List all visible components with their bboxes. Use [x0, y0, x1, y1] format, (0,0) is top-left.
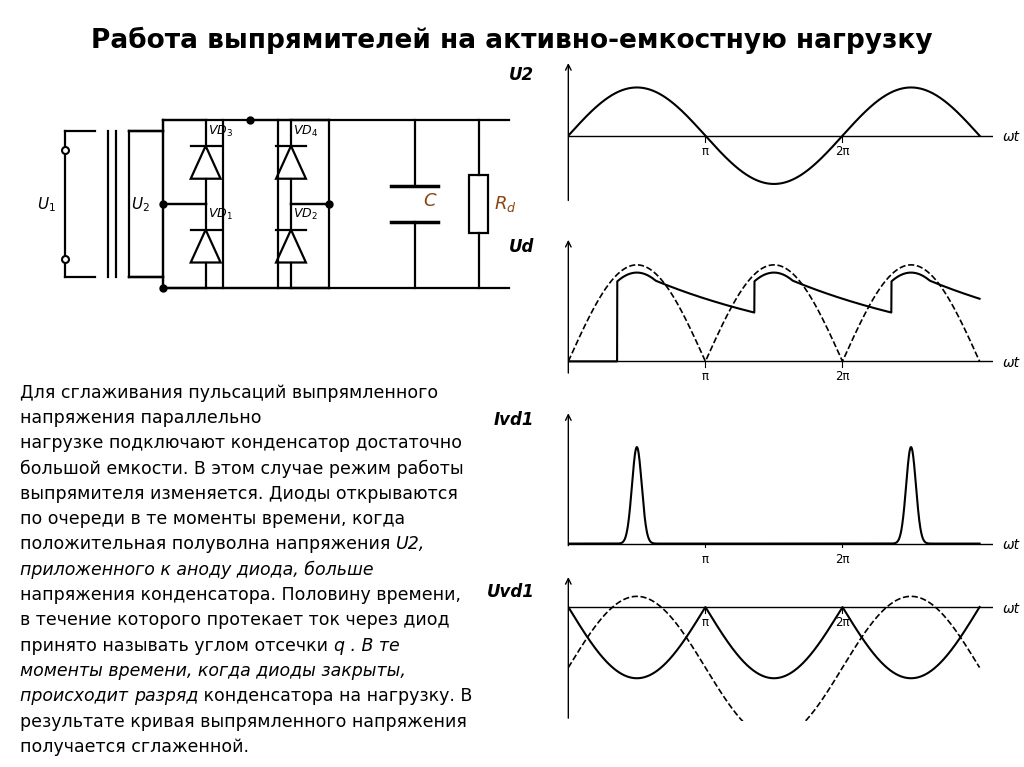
Text: Ivd1: Ivd1 [494, 411, 535, 429]
Text: 2π: 2π [836, 145, 850, 158]
Text: ωt: ωt [1002, 538, 1020, 552]
Text: $C$: $C$ [423, 192, 438, 209]
Text: $R_d$: $R_d$ [494, 194, 516, 214]
Text: Для сглаживания пульсаций выпрямленного: Для сглаживания пульсаций выпрямленного [20, 384, 438, 401]
Text: напряжения параллельно: напряжения параллельно [20, 409, 262, 426]
Text: U2: U2 [509, 66, 535, 84]
Text: q . В те: q . В те [334, 637, 399, 654]
Text: ωt: ωt [1002, 130, 1020, 144]
Text: приложенного к аноду диода, больше: приложенного к аноду диода, больше [20, 561, 374, 579]
Text: большой емкости. В этом случае режим работы: большой емкости. В этом случае режим раб… [20, 459, 464, 478]
Text: напряжения конденсатора. Половину времени,: напряжения конденсатора. Половину времен… [20, 586, 462, 604]
Text: U2,: U2, [396, 535, 426, 553]
Text: $U_1$: $U_1$ [37, 195, 56, 213]
Text: выпрямителя изменяется. Диоды открываются: выпрямителя изменяется. Диоды открываютс… [20, 485, 459, 502]
Text: принято называть углом отсечки: принято называть углом отсечки [20, 637, 334, 654]
Text: положительная полуволна напряжения: положительная полуволна напряжения [20, 535, 396, 553]
Text: π: π [701, 552, 709, 565]
Text: π: π [701, 370, 709, 384]
Text: $VD_4$: $VD_4$ [293, 123, 318, 139]
Text: результате кривая выпрямленного напряжения: результате кривая выпрямленного напряжен… [20, 713, 467, 730]
Text: ωt: ωt [1002, 356, 1020, 370]
Text: Работа выпрямителей на активно-емкостную нагрузку: Работа выпрямителей на активно-емкостную… [91, 27, 933, 54]
Text: Uvd1: Uvd1 [486, 584, 535, 601]
Text: конденсатора на нагрузку. В: конденсатора на нагрузку. В [199, 687, 473, 705]
Text: в течение которого протекает ток через диод: в течение которого протекает ток через д… [20, 611, 450, 629]
Text: 2π: 2π [836, 616, 850, 629]
Text: по очереди в те моменты времени, когда: по очереди в те моменты времени, когда [20, 510, 406, 528]
Text: $U_2$: $U_2$ [131, 195, 150, 213]
Text: нагрузке подключают конденсатор достаточно: нагрузке подключают конденсатор достаточ… [20, 434, 463, 452]
Text: 2π: 2π [836, 370, 850, 384]
Text: получается сглаженной.: получается сглаженной. [20, 738, 250, 755]
Text: происходит: происходит [20, 687, 134, 705]
Text: Ud: Ud [509, 239, 535, 256]
Text: моменты времени, когда диоды закрыты,: моменты времени, когда диоды закрыты, [20, 662, 407, 680]
Text: $VD_1$: $VD_1$ [208, 207, 232, 222]
Text: $VD_3$: $VD_3$ [208, 123, 232, 139]
Text: π: π [701, 616, 709, 629]
Text: π: π [701, 145, 709, 158]
Text: ωt: ωt [1002, 601, 1020, 616]
Text: 2π: 2π [836, 552, 850, 565]
Text: $VD_2$: $VD_2$ [293, 207, 317, 222]
Text: разряд: разряд [134, 687, 199, 705]
FancyBboxPatch shape [469, 175, 488, 233]
